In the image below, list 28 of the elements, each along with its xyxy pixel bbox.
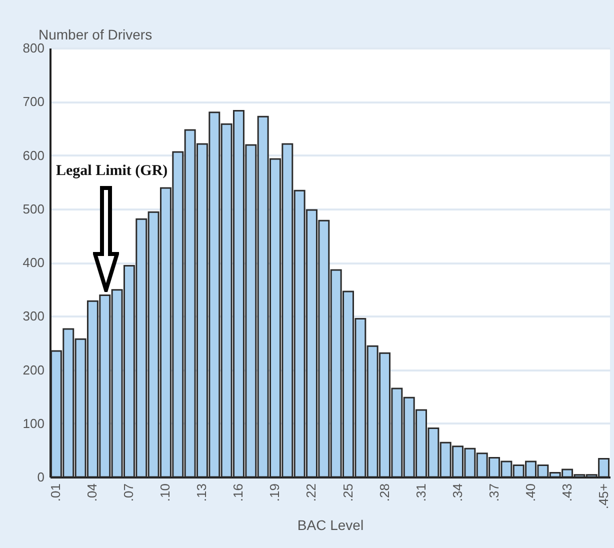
x-tick-label: .34 [450, 484, 465, 502]
y-tick-label: 300 [22, 308, 44, 324]
y-tick-label: 600 [22, 148, 44, 163]
x-tick-label: .37 [486, 484, 502, 502]
x-tick-label: .22 [304, 484, 319, 502]
y-tick-label: 700 [22, 94, 44, 110]
x-tick-label: .04 [84, 484, 100, 502]
x-tick-label: .07 [121, 484, 136, 502]
x-tick-label: .19 [267, 484, 282, 502]
x-tick-label: .31 [413, 484, 428, 502]
x-tick-label: .45+ [596, 484, 611, 510]
x-tick-label: .01 [48, 484, 64, 502]
x-tick-label: .16 [230, 484, 246, 502]
y-axis-title: Number of Drivers [38, 26, 152, 42]
x-tick-label: .28 [376, 484, 392, 502]
x-tick-label: .40 [522, 484, 538, 502]
x-tick-label: .10 [158, 484, 173, 502]
y-tick-label: 0 [37, 470, 44, 484]
y-tick-label: 100 [22, 416, 44, 431]
y-tick-label: 800 [22, 40, 44, 56]
annotation: Legal Limit (GR) [56, 163, 168, 180]
x-tick-label: .13 [194, 484, 210, 502]
y-tick-label: 400 [22, 255, 44, 270]
y-tick-label: 200 [22, 362, 44, 378]
x-tick-label: .25 [340, 484, 356, 502]
x-tick-label: .43 [559, 484, 574, 502]
y-tick-label: 500 [22, 201, 44, 216]
x-axis-title: BAC Level [297, 517, 364, 534]
